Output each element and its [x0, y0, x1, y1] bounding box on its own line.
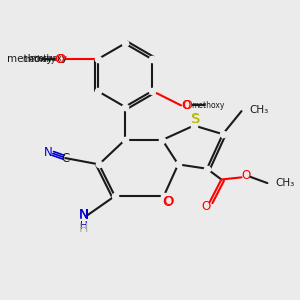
- Text: S: S: [190, 112, 199, 126]
- Text: methoxy: methoxy: [7, 54, 52, 64]
- Text: O: O: [202, 200, 211, 213]
- Text: methoxy: methoxy: [22, 55, 55, 64]
- Text: H: H: [80, 221, 88, 231]
- Text: O: O: [182, 99, 192, 112]
- Text: O: O: [163, 195, 173, 208]
- Text: methoxy: methoxy: [30, 54, 67, 63]
- Text: N: N: [44, 146, 53, 159]
- Text: O: O: [162, 195, 173, 209]
- Text: O: O: [55, 53, 64, 66]
- Text: N: N: [79, 208, 88, 221]
- Text: H: H: [79, 222, 88, 235]
- Text: O: O: [182, 99, 191, 112]
- Text: C: C: [62, 152, 70, 165]
- Text: S: S: [191, 113, 200, 126]
- Text: N: N: [79, 208, 89, 222]
- Text: CH₃: CH₃: [275, 178, 295, 188]
- Text: O: O: [241, 169, 250, 182]
- Text: methoxy: methoxy: [192, 101, 225, 110]
- Text: O: O: [56, 53, 65, 66]
- Text: CH₃: CH₃: [250, 105, 269, 115]
